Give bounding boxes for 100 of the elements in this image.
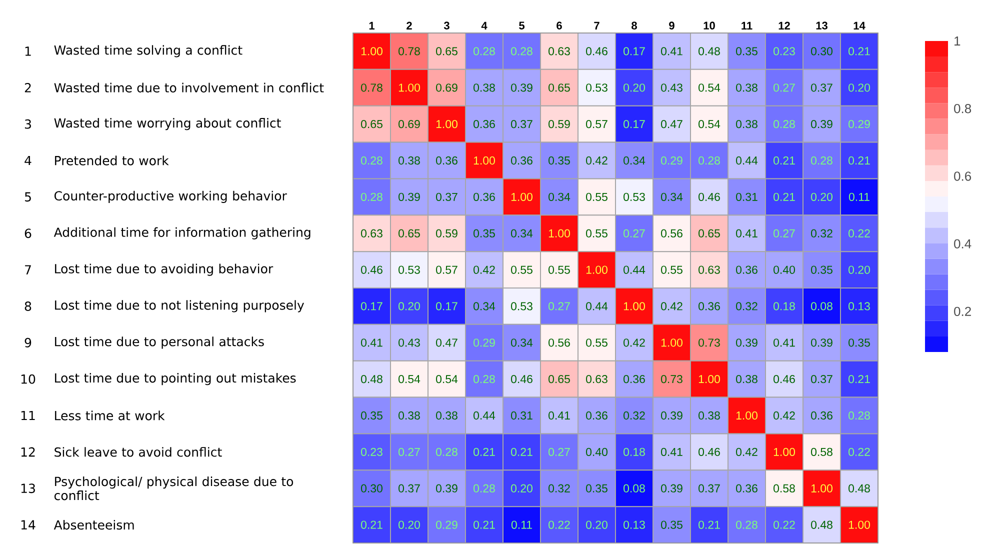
y-tick-label: Absenteeism	[54, 520, 134, 530]
data-label: 0.56	[548, 338, 570, 347]
y2-tick-label: 5	[24, 192, 31, 202]
data-label: 0.17	[436, 302, 458, 310]
data-label: 0.28	[474, 484, 495, 492]
data-label: 0.65	[548, 375, 570, 384]
data-label: 0.39	[436, 484, 458, 492]
data-label: 0.55	[511, 266, 532, 274]
data-label: 0.38	[698, 411, 720, 420]
data-label: 0.21	[848, 375, 870, 384]
data-label: 0.41	[548, 411, 570, 420]
data-label: 0.42	[774, 411, 795, 420]
data-label: 0.32	[548, 484, 570, 492]
data-label: 0.30	[811, 47, 832, 56]
data-label: 0.23	[774, 47, 795, 56]
data-label: 0.27	[774, 229, 795, 238]
x-tick-label: 1	[369, 22, 375, 30]
data-label: 0.41	[774, 338, 795, 347]
data-label: 0.28	[474, 47, 495, 56]
data-label: 0.11	[848, 192, 870, 201]
color-bar-label: 0.8	[954, 104, 972, 114]
data-label: 0.34	[624, 156, 646, 165]
data-label: 0.20	[624, 84, 645, 92]
data-label: 0.35	[586, 484, 608, 492]
data-label: 0.42	[624, 338, 645, 347]
data-label: 0.20	[398, 302, 420, 310]
data-label: 0.53	[586, 84, 608, 92]
color-bar-label: 0.2	[954, 306, 971, 316]
data-label: 0.58	[811, 448, 832, 456]
data-label: 0.48	[361, 375, 382, 384]
data-label: 0.20	[398, 520, 420, 529]
data-label: 0.36	[736, 266, 758, 274]
x-tick-label: 5	[519, 22, 525, 30]
data-label: 0.53	[624, 192, 645, 201]
data-label: 0.22	[548, 520, 570, 529]
data-label: 1.00	[661, 338, 682, 347]
y-tick-label: Wasted time due to involvement in conflict	[54, 82, 324, 92]
data-label: 0.36	[436, 156, 458, 165]
data-label: 0.43	[661, 84, 682, 92]
data-label: 0.35	[361, 411, 382, 420]
data-label: 1.00	[474, 156, 495, 165]
data-label: 0.32	[736, 302, 758, 310]
data-label: 0.21	[474, 448, 495, 456]
data-label: 0.53	[398, 266, 420, 274]
data-label: 0.40	[586, 448, 608, 456]
y-tick-label: Lost time due to not listening purposely	[55, 300, 304, 312]
data-label: 0.21	[848, 47, 870, 56]
data-label: 0.78	[361, 84, 382, 92]
x-tick-label: 6	[556, 22, 562, 30]
data-label: 0.38	[736, 375, 758, 384]
data-label: 0.46	[774, 375, 795, 384]
data-label: 0.20	[511, 484, 532, 492]
data-label: 0.38	[474, 84, 495, 92]
data-label: 0.28	[361, 192, 382, 201]
data-label: 1.00	[361, 47, 382, 56]
data-label: 0.28	[774, 120, 795, 128]
data-label: 0.69	[398, 120, 420, 128]
y2-tick-label: 1	[25, 46, 31, 56]
data-label: 0.37	[511, 120, 532, 128]
y2-tick-label: 9	[24, 338, 32, 348]
data-label: 1.00	[774, 448, 795, 456]
data-label: 0.43	[398, 338, 420, 347]
data-label: 0.34	[548, 192, 570, 201]
data-label: 0.44	[736, 156, 758, 165]
data-label: 0.28	[474, 375, 495, 384]
data-label: 1.00	[848, 520, 870, 529]
data-label: 0.20	[848, 84, 870, 92]
y-tick-label: Lost time due to pointing out mistakes	[55, 373, 296, 386]
x-tick-label: 9	[669, 22, 674, 30]
data-label: 0.65	[698, 229, 720, 238]
data-label: 0.28	[848, 411, 870, 420]
data-label: 0.36	[811, 411, 832, 420]
data-label: 0.53	[511, 302, 532, 310]
y-tick-label: Lost time due to avoiding behavior	[55, 264, 274, 276]
data-label: 0.41	[661, 47, 682, 56]
data-label: 0.18	[624, 448, 645, 456]
data-label: 0.39	[736, 338, 758, 347]
data-label: 0.36	[698, 302, 720, 310]
data-label: 0.08	[811, 302, 832, 310]
data-label: 0.28	[698, 156, 720, 165]
data-label: 0.29	[436, 520, 458, 529]
data-label: 1.00	[398, 84, 420, 92]
data-label: 0.38	[398, 411, 420, 420]
y-tick-label: Counter-productive working behavior	[54, 190, 287, 203]
data-label: 0.42	[474, 266, 495, 274]
data-label: 0.17	[624, 47, 645, 56]
data-label: 0.54	[698, 84, 720, 92]
data-label: 0.39	[811, 338, 832, 347]
y-tick-label: Psychological/ physical disease due to conflict	[54, 476, 294, 500]
data-label: 0.21	[774, 192, 795, 201]
y2-tick-label: 4	[24, 156, 32, 166]
y-tick-label: Lost time due to personal attacks	[55, 336, 264, 349]
data-label: 0.11	[511, 520, 532, 529]
data-label: 0.27	[624, 229, 645, 238]
data-label: 0.31	[511, 411, 532, 420]
data-label: 0.39	[661, 484, 682, 492]
data-label: 0.20	[586, 520, 608, 529]
data-label: 0.20	[811, 192, 832, 201]
data-label: 0.46	[361, 266, 382, 274]
data-label: 0.46	[511, 375, 532, 384]
